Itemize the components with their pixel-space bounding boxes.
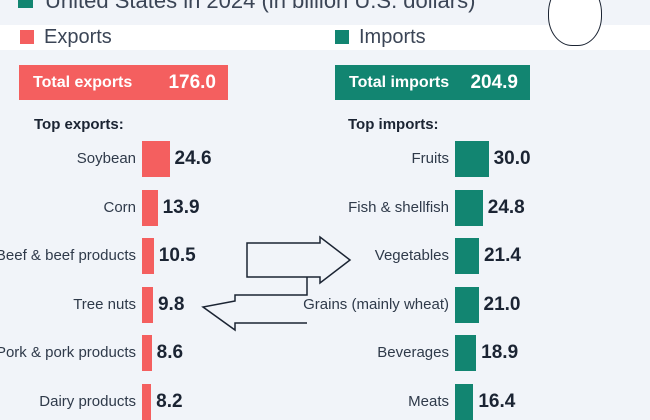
import-value-label: 21.4 <box>483 245 521 266</box>
import-category-label: Beverages <box>377 344 449 361</box>
subtitle-text: United States in 2024 (in billion U.S. d… <box>45 0 476 13</box>
export-bar <box>142 141 170 177</box>
import-value-label: 16.4 <box>478 390 516 412</box>
total-exports-label: Total exports <box>33 73 133 91</box>
export-value-label: 24.6 <box>174 148 212 169</box>
export-category-label: Corn <box>103 198 136 216</box>
import-value-label: 21.0 <box>483 293 521 315</box>
legend-exports: Exports <box>20 26 112 49</box>
import-category-label: Meats <box>408 392 449 410</box>
import-value-label: 18.9 <box>481 342 519 363</box>
import-bar <box>455 238 479 274</box>
total-imports-value: 204.9 <box>470 71 518 93</box>
import-category-label: Fish & shellfish <box>348 198 449 216</box>
trade-arrows-icon <box>201 235 352 332</box>
export-bar <box>142 335 152 371</box>
export-category-label: Beef & beef products <box>0 247 136 264</box>
legend-exports-label: Exports <box>44 26 112 48</box>
import-bar <box>455 286 479 323</box>
import-value-label: 30.0 <box>493 148 531 169</box>
export-category-label: Tree nuts <box>73 295 136 313</box>
top-exports-heading: Top exports: <box>34 116 124 133</box>
import-category-label: Grains (mainly wheat) <box>303 295 449 313</box>
legend-imports-label: Imports <box>359 26 426 48</box>
top-imports-heading: Top imports: <box>348 116 439 133</box>
export-value-label: 8.6 <box>156 342 184 363</box>
import-category-label: Fruits <box>411 150 450 167</box>
subtitle: United States in 2024 (in billion U.S. d… <box>18 0 475 14</box>
total-imports-label: Total imports <box>349 73 450 91</box>
export-category-label: Pork & pork products <box>0 344 136 361</box>
legend-band <box>0 25 650 50</box>
import-bar <box>455 141 489 177</box>
import-category-label: Vegetables <box>374 247 449 264</box>
total-exports-box: Total exports 176.0 <box>19 65 228 100</box>
import-bar <box>455 383 474 420</box>
export-bar <box>142 286 153 323</box>
export-category-label: Soybean <box>76 150 136 167</box>
export-value-label: 13.9 <box>162 196 200 218</box>
import-bar <box>455 189 483 226</box>
export-bar <box>142 238 154 274</box>
export-bar <box>142 189 158 226</box>
legend-square <box>18 0 33 8</box>
total-exports-value: 176.0 <box>168 71 216 93</box>
imports-swatch <box>335 30 349 44</box>
import-value-label: 24.8 <box>487 196 525 218</box>
export-value-label: 9.8 <box>157 293 185 315</box>
export-value-label: 10.5 <box>158 245 196 266</box>
exports-swatch <box>20 30 34 44</box>
export-category-label: Dairy products <box>39 392 136 410</box>
import-bar <box>455 335 477 371</box>
legend-imports: Imports <box>335 26 426 49</box>
apple-icon <box>548 0 602 46</box>
export-bar <box>142 383 152 420</box>
total-imports-box: Total imports 204.9 <box>335 65 530 100</box>
export-value-label: 8.2 <box>156 390 183 412</box>
